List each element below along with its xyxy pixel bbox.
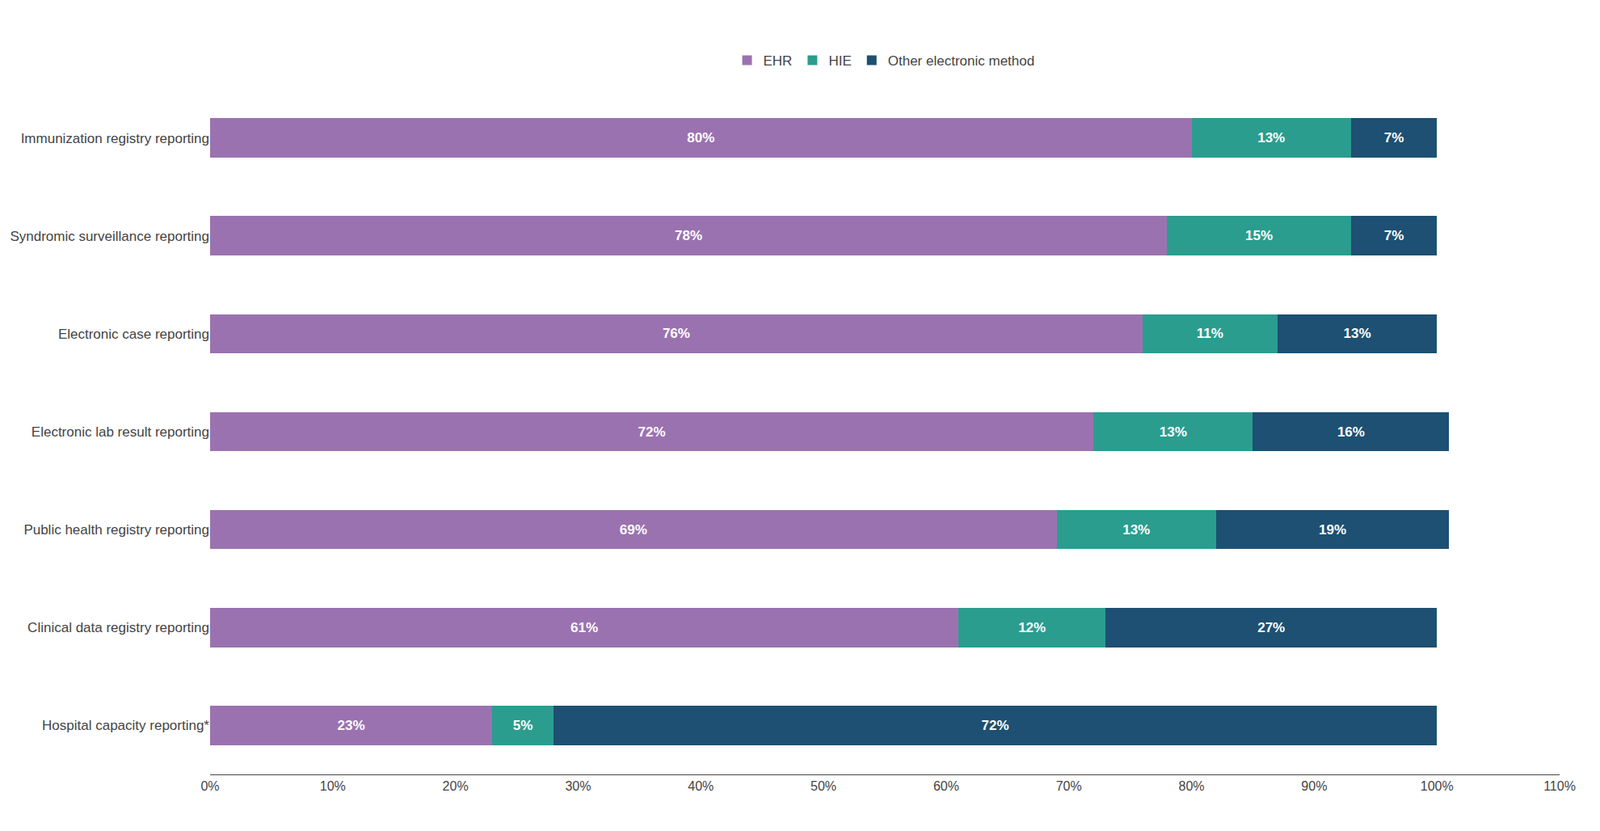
svg-text:7%: 7% — [1384, 130, 1405, 146]
svg-text:72%: 72% — [981, 717, 1010, 733]
svg-text:Syndromic surveillance reporti: Syndromic surveillance reporting — [9, 228, 210, 245]
svg-text:16%: 16% — [1337, 424, 1365, 440]
svg-text:100%: 100% — [1420, 778, 1454, 793]
svg-text:HIE: HIE — [828, 53, 851, 69]
svg-text:90%: 90% — [1301, 778, 1327, 793]
svg-text:13%: 13% — [1257, 130, 1285, 146]
svg-text:Clinical data registry reporti: Clinical data registry reporting — [27, 619, 210, 636]
svg-text:Electronic case reporting: Electronic case reporting — [58, 326, 210, 342]
svg-text:70%: 70% — [1056, 778, 1083, 793]
svg-text:Electronic lab result reportin: Electronic lab result reporting — [31, 424, 210, 440]
svg-text:Hospital capacity reporting*: Hospital capacity reporting* — [42, 717, 210, 733]
svg-text:72%: 72% — [638, 424, 666, 440]
svg-text:30%: 30% — [564, 778, 591, 793]
svg-text:Public health registry reporti: Public health registry reporting — [23, 522, 210, 538]
svg-text:40%: 40% — [687, 778, 714, 793]
svg-text:60%: 60% — [933, 778, 960, 793]
svg-text:EHR: EHR — [763, 53, 793, 69]
svg-text:Immunization registry reportin: Immunization registry reporting — [21, 130, 210, 147]
svg-text:78%: 78% — [674, 227, 703, 244]
svg-text:50%: 50% — [810, 778, 837, 793]
svg-text:23%: 23% — [337, 717, 366, 733]
svg-text:7%: 7% — [1384, 227, 1405, 244]
svg-text:0%: 0% — [200, 778, 219, 793]
svg-text:80%: 80% — [1178, 778, 1205, 793]
svg-text:20%: 20% — [442, 778, 469, 793]
svg-text:13%: 13% — [1159, 424, 1188, 440]
svg-text:10%: 10% — [320, 778, 346, 793]
svg-text:27%: 27% — [1257, 619, 1285, 636]
svg-text:61%: 61% — [570, 619, 598, 636]
svg-text:13%: 13% — [1122, 522, 1150, 538]
svg-text:5%: 5% — [513, 717, 534, 733]
svg-text:69%: 69% — [619, 522, 648, 538]
svg-text:11%: 11% — [1196, 325, 1224, 342]
svg-text:19%: 19% — [1318, 522, 1347, 538]
svg-text:Other electronic method: Other electronic method — [888, 53, 1035, 69]
svg-text:15%: 15% — [1245, 227, 1273, 244]
svg-text:13%: 13% — [1343, 325, 1371, 342]
svg-text:12%: 12% — [1018, 619, 1046, 636]
svg-text:80%: 80% — [686, 130, 715, 146]
svg-text:110%: 110% — [1543, 778, 1576, 793]
svg-text:76%: 76% — [662, 325, 691, 342]
